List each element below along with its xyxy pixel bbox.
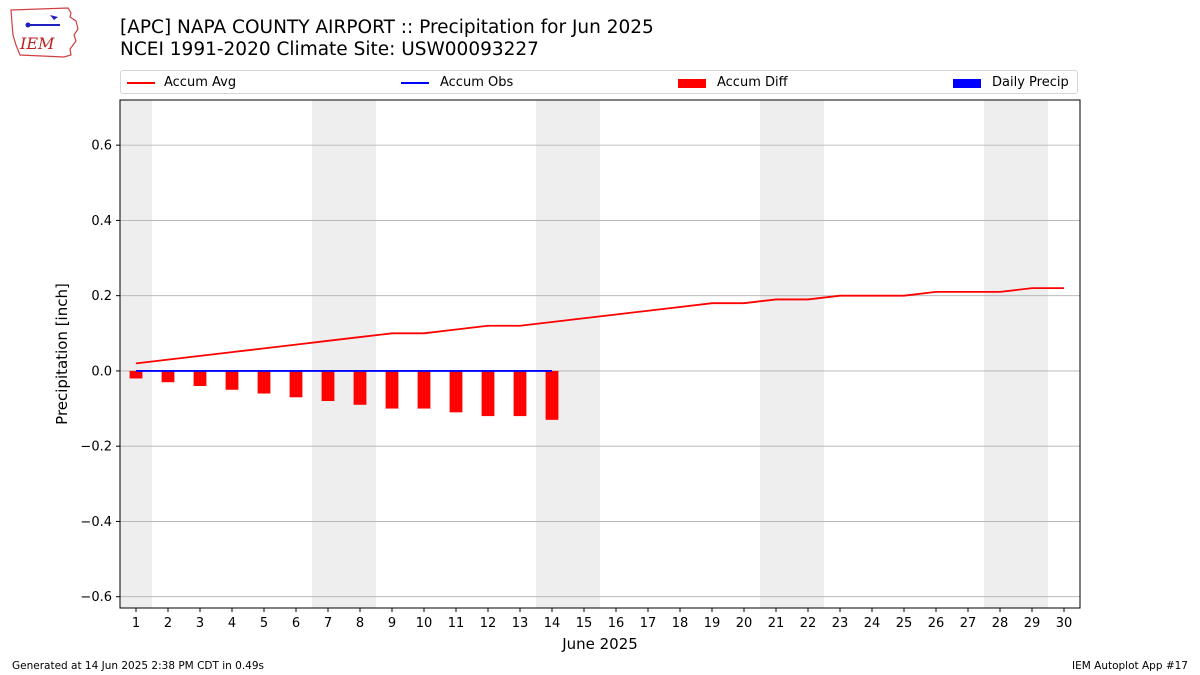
legend-label-accum-avg: Accum Avg [164,75,237,90]
legend: Accum Avg Accum Obs Accum Diff Daily Pre… [120,70,1078,94]
x-tick-label: 18 [672,616,689,631]
x-tick-label: 3 [196,616,204,631]
accum-diff-bars [129,370,559,420]
legend-item-accum-diff: Accum Diff [678,74,838,92]
logo-flag [50,15,58,20]
accum-diff-bar [289,370,303,398]
legend-item-daily-precip: Daily Precip [953,74,1075,92]
x-tick-label: 26 [928,616,945,631]
x-tick-label: 12 [480,616,497,631]
weekend-band-3 [536,100,600,608]
weekend-band-2 [312,100,376,608]
accum-diff-bar [417,370,431,409]
x-axis: 1 2 3 4 5 6 7 8 9 10 11 12 13 14 15 16 17 18 19 20 21 22 23 24 2… [132,608,1072,631]
y-tick-label: −0.2 [80,440,112,455]
x-tick-label: 16 [608,616,625,631]
weekend-band-4 [760,100,824,608]
x-tick-label: 5 [260,616,268,631]
x-tick-label: 13 [512,616,529,631]
weekend-shading [120,100,1048,608]
x-tick-label: 25 [896,616,913,631]
x-tick-label: 21 [768,616,785,631]
x-tick-label: 27 [960,616,977,631]
legend-swatch-accum-avg [127,82,155,84]
weekend-band-5 [984,100,1048,608]
x-tick-label: 10 [416,616,433,631]
y-axis-label: Precipitation [inch] [53,283,71,425]
x-tick-label: 17 [640,616,657,631]
y-tick-label: −0.4 [80,515,112,530]
x-tick-label: 28 [992,616,1009,631]
x-tick-label: 29 [1024,616,1041,631]
x-tick-label: 23 [832,616,849,631]
weekend-band-1 [120,100,152,608]
y-tick-label: −0.6 [80,590,112,605]
accum-diff-bar [129,370,143,379]
footer-generated: Generated at 14 Jun 2025 2:38 PM CDT in … [12,660,265,672]
legend-swatch-accum-obs [401,82,429,84]
x-tick-label: 4 [228,616,236,631]
x-tick-label: 11 [448,616,465,631]
series-lines [135,287,1064,372]
x-tick-label: 6 [292,616,300,631]
legend-label-accum-diff: Accum Diff [717,75,788,90]
x-axis-label: June 2025 [561,635,638,653]
accum-diff-bar [321,370,335,402]
legend-swatch-daily-precip [953,79,981,88]
x-tick-label: 24 [864,616,881,631]
chart-subtitle: NCEI 1991-2020 Climate Site: USW00093227 [120,39,539,60]
iem-logo: IEM [10,7,79,58]
logo-text: IEM [19,34,55,53]
y-tick-label: 0.2 [91,289,112,304]
accum-diff-bar [225,370,239,390]
y-tick-label: 0.4 [91,214,112,229]
plot-frame [119,99,1081,609]
accum-diff-bar [513,370,527,417]
logo-station-dot [25,22,31,28]
legend-item-accum-obs: Accum Obs [401,74,561,92]
accum-diff-bar [545,370,559,420]
x-tick-label: 8 [356,616,364,631]
legend-label-daily-precip: Daily Precip [992,75,1069,90]
legend-label-accum-obs: Accum Obs [440,75,514,90]
y-axis: −0.6 −0.4 −0.2 0.0 0.2 0.4 0.6 [80,139,120,605]
accum-avg-line [135,287,1064,365]
chart-title: [APC] NAPA COUNTY AIRPORT :: Precipitati… [120,17,654,38]
x-tick-label: 20 [736,616,753,631]
accum-diff-bar [193,370,207,386]
x-tick-label: 22 [800,616,817,631]
y-tick-label: 0.0 [91,364,112,379]
accum-diff-bar [449,370,463,413]
x-tick-label: 19 [704,616,721,631]
x-tick-label: 14 [544,616,561,631]
legend-item-accum-avg: Accum Avg [125,74,285,92]
y-tick-label: 0.6 [91,139,112,154]
x-tick-label: 9 [388,616,396,631]
x-tick-label: 30 [1056,616,1073,631]
accum-diff-bar [385,370,399,409]
accum-diff-bar [161,370,175,383]
footer-app: IEM Autoplot App #17 [1072,660,1188,672]
x-tick-label: 7 [324,616,332,631]
accum-diff-bar [353,370,367,405]
x-tick-label: 15 [576,616,593,631]
x-tick-label: 1 [132,616,140,631]
accum-diff-bar [481,370,495,417]
x-tick-label: 2 [164,616,172,631]
legend-swatch-accum-diff [678,79,706,88]
accum-diff-bar [257,370,271,394]
iowa-state-outline [10,7,79,58]
